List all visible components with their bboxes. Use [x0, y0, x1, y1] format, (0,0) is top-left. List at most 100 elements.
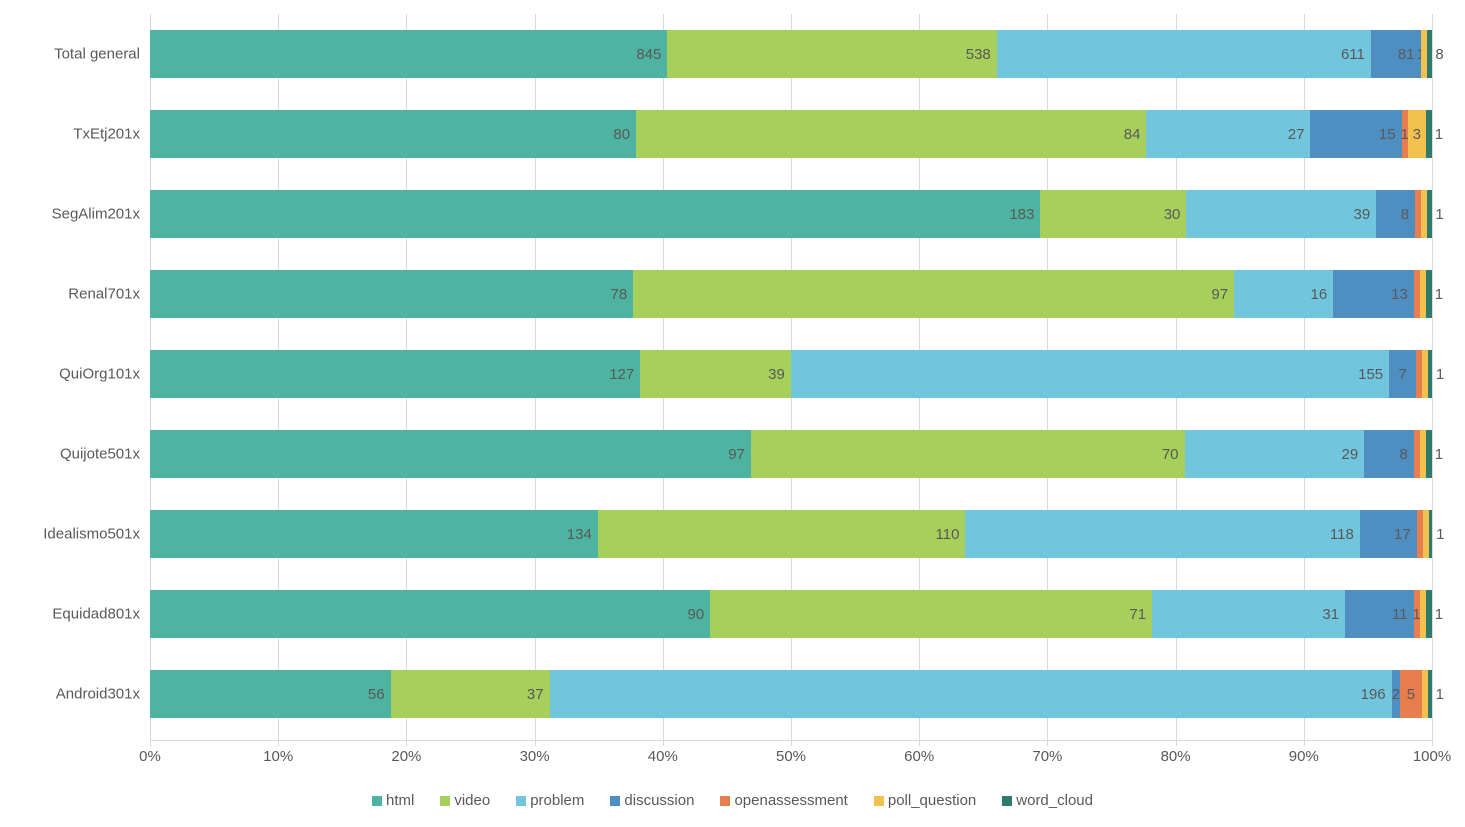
y-tick-label: Renal701x — [68, 286, 150, 303]
legend-label: problem — [530, 792, 584, 809]
gridline — [1432, 14, 1433, 740]
bar-value-label: 78 — [611, 286, 628, 303]
bar-value-label: 1 — [1435, 446, 1443, 463]
bar-segment-discussion: 2 — [1392, 670, 1401, 718]
x-tick-label: 60% — [904, 740, 934, 765]
legend-label: word_cloud — [1016, 792, 1093, 809]
bar-segment-video: 84 — [636, 110, 1146, 158]
y-tick-label: Equidad801x — [52, 606, 150, 623]
x-tick-label: 50% — [776, 740, 806, 765]
bar-value-label: 3 — [1413, 126, 1421, 143]
bar-segment-problem: 31 — [1152, 590, 1345, 638]
x-tick-label: 80% — [1161, 740, 1191, 765]
bar-segment-discussion: 81 — [1371, 30, 1421, 78]
x-tick-label: 30% — [520, 740, 550, 765]
bar-value-label: 196 — [1361, 686, 1386, 703]
y-tick-label: Android301x — [56, 686, 150, 703]
x-tick-label: 10% — [263, 740, 293, 765]
legend-item-word_cloud: word_cloud — [1002, 792, 1093, 809]
bar-value-label: 29 — [1342, 446, 1359, 463]
legend-item-video: video — [440, 792, 490, 809]
bar-row: 97 70 29 8 1 — [150, 430, 1432, 478]
bar-segment-discussion: 8 — [1364, 430, 1414, 478]
bar-segment-word_cloud: 8 — [1427, 30, 1432, 78]
bar-value-label: 1 — [1436, 526, 1444, 543]
bar-segment-problem: 16 — [1234, 270, 1333, 318]
bar-row: 134110 118 17 1 — [150, 510, 1432, 558]
bar-segment-problem: 155 — [791, 350, 1389, 398]
legend-label: html — [386, 792, 414, 809]
bar-segment-word_cloud: 1 — [1426, 430, 1432, 478]
bar-value-label: 56 — [368, 686, 385, 703]
x-tick-label: 90% — [1289, 740, 1319, 765]
legend-label: discussion — [624, 792, 694, 809]
bar-segment-html: 78 — [150, 270, 633, 318]
bar-value-label: 71 — [1129, 606, 1146, 623]
bar-segment-discussion: 8 — [1376, 190, 1415, 238]
y-tick-label: TxEtj201x — [73, 126, 150, 143]
bar-segment-problem: 39 — [1186, 190, 1376, 238]
y-tick-label: Idealismo501x — [43, 526, 150, 543]
bar-segment-problem: 27 — [1146, 110, 1310, 158]
bar-row: 183303981 — [150, 190, 1432, 238]
bar-segment-word_cloud: 1 — [1428, 350, 1432, 398]
bar-value-label: 845 — [636, 46, 661, 63]
bar-value-label: 1 — [1436, 686, 1444, 703]
legend-swatch — [874, 796, 884, 806]
legend-item-problem: problem — [516, 792, 584, 809]
bar-segment-word_cloud: 1 — [1428, 670, 1432, 718]
bar-segment-word_cloud: 1 — [1429, 510, 1432, 558]
bar-value-label: 155 — [1358, 366, 1383, 383]
bar-value-label: 84 — [1124, 126, 1141, 143]
legend-item-openassessment: openassessment — [720, 792, 847, 809]
bar-segment-html: 127 — [150, 350, 640, 398]
y-tick-label: SegAlim201x — [52, 206, 150, 223]
bar-value-label: 30 — [1164, 206, 1181, 223]
bar-segment-video: 110 — [598, 510, 966, 558]
bar-segment-video: 71 — [710, 590, 1152, 638]
legend-swatch — [440, 796, 450, 806]
bar-value-label: 97 — [728, 446, 745, 463]
bar-segment-word_cloud: 1 — [1426, 110, 1432, 158]
x-tick-label: 0% — [139, 740, 161, 765]
bar-value-label: 27 — [1288, 126, 1305, 143]
bar-value-label: 5 — [1407, 686, 1415, 703]
bar-segment-html: 56 — [150, 670, 391, 718]
bar-segment-openassessment: 5 — [1400, 670, 1421, 718]
bar-value-label: 118 — [1330, 526, 1354, 543]
bar-value-label: 39 — [1353, 206, 1370, 223]
bar-value-label: 17 — [1394, 526, 1411, 543]
bar-value-label: 127 — [609, 366, 634, 383]
bar-segment-discussion: 17 — [1360, 510, 1417, 558]
legend-item-poll_question: poll_question — [874, 792, 976, 809]
bar-value-label: 8 — [1401, 206, 1409, 223]
legend-swatch — [372, 796, 382, 806]
bar-segment-video: 30 — [1040, 190, 1186, 238]
bar-row: 5637196251 — [150, 670, 1432, 718]
bar-segment-problem: 29 — [1185, 430, 1365, 478]
legend-label: openassessment — [734, 792, 847, 809]
bar-segment-html: 183 — [150, 190, 1040, 238]
bar-segment-html: 80 — [150, 110, 636, 158]
bar-value-label: 611 — [1341, 46, 1365, 63]
x-tick-label: 20% — [391, 740, 421, 765]
bar-segment-video: 70 — [751, 430, 1185, 478]
bar-value-label: 1 — [1435, 206, 1443, 223]
bar-segment-word_cloud: 1 — [1426, 270, 1432, 318]
bar-segment-html: 134 — [150, 510, 598, 558]
legend-item-discussion: discussion — [610, 792, 694, 809]
bar-segment-word_cloud: 1 — [1426, 590, 1432, 638]
bar-row: 8455386118118 — [150, 30, 1432, 78]
bar-value-label: 80 — [613, 126, 630, 143]
bar-segment-video: 97 — [633, 270, 1234, 318]
bar-row: 9071311111 — [150, 590, 1432, 638]
bar-segment-problem: 611 — [997, 30, 1371, 78]
bar-segment-video: 39 — [640, 350, 791, 398]
bar-value-label: 7 — [1398, 366, 1406, 383]
bar-value-label: 81 — [1398, 46, 1415, 63]
bar-value-label: 97 — [1211, 286, 1228, 303]
bar-value-label: 2 — [1392, 686, 1400, 703]
legend-swatch — [720, 796, 730, 806]
bar-value-label: 8 — [1399, 446, 1407, 463]
y-tick-label: QuiOrg101x — [59, 366, 150, 383]
